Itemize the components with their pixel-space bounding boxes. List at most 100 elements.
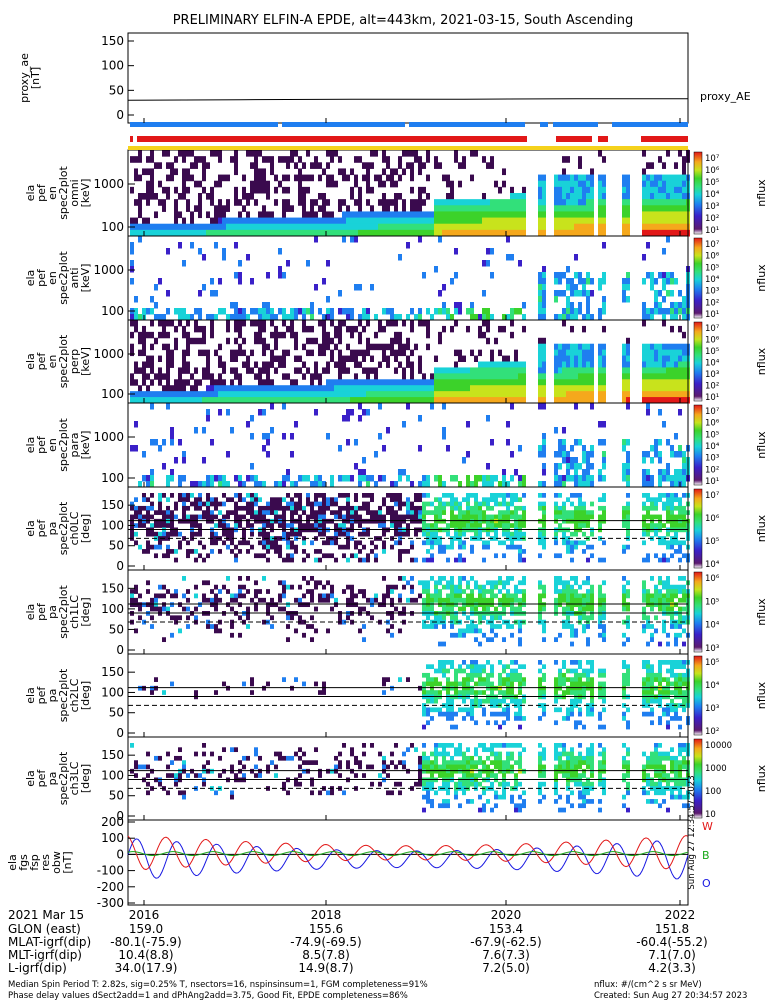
spec-cell bbox=[642, 361, 646, 368]
spec-cell bbox=[270, 427, 274, 434]
pa-cell bbox=[274, 497, 278, 503]
pa-cell bbox=[434, 505, 438, 511]
spec-cell bbox=[598, 421, 602, 428]
pa-cell bbox=[186, 615, 190, 621]
spec-cell bbox=[178, 475, 182, 482]
spec-cell bbox=[566, 205, 570, 212]
spec-cell bbox=[646, 272, 650, 279]
pa-cell bbox=[250, 544, 254, 550]
pa-cell bbox=[582, 531, 586, 537]
spec-cell bbox=[662, 308, 666, 315]
pa-cell bbox=[438, 544, 442, 550]
spec-cell bbox=[578, 349, 582, 357]
pa-cell bbox=[474, 510, 478, 515]
spec-cell bbox=[650, 457, 654, 464]
spec-cell bbox=[582, 451, 586, 458]
spec-cell bbox=[230, 223, 234, 231]
pa-cell bbox=[142, 518, 146, 524]
pa-cell bbox=[446, 606, 450, 612]
pa-cell bbox=[602, 493, 606, 498]
spec-cell bbox=[498, 217, 502, 225]
pa-cell bbox=[454, 557, 458, 563]
pa-cell bbox=[198, 497, 202, 503]
pa-cell bbox=[494, 606, 498, 612]
spec-cell bbox=[458, 349, 462, 357]
pa-cell bbox=[426, 584, 430, 590]
spec-cell bbox=[202, 284, 206, 291]
spec-cell bbox=[582, 211, 586, 219]
pa-cell bbox=[578, 505, 582, 511]
spec-cell bbox=[418, 314, 422, 321]
pa-cell bbox=[466, 580, 470, 586]
spec-cell bbox=[178, 391, 182, 398]
pa-cell bbox=[678, 523, 682, 528]
pa-cell bbox=[626, 531, 630, 537]
pa-cell bbox=[514, 497, 518, 503]
spec-cell bbox=[474, 355, 478, 362]
spec-cell bbox=[642, 254, 646, 261]
spec-cell bbox=[286, 397, 290, 404]
pa-cell bbox=[318, 493, 322, 498]
spec-cell bbox=[538, 367, 542, 374]
spec-cell bbox=[398, 314, 402, 321]
spec-cell bbox=[602, 278, 606, 285]
spec-cell bbox=[502, 385, 506, 392]
pa-cell bbox=[390, 523, 394, 528]
spec-cell bbox=[458, 302, 462, 309]
pa-cell bbox=[318, 510, 322, 515]
spec-cell bbox=[646, 211, 650, 219]
spec-cell bbox=[658, 156, 662, 163]
spec-cell bbox=[642, 481, 646, 488]
spec-cell bbox=[570, 211, 574, 219]
pa-cell bbox=[278, 523, 282, 528]
pa-cell bbox=[162, 553, 166, 559]
spec-cell bbox=[194, 379, 198, 386]
spec-cell bbox=[230, 302, 234, 309]
spec-cell bbox=[374, 481, 378, 488]
pa-cell bbox=[166, 518, 170, 524]
spec-cell bbox=[262, 186, 266, 194]
spec-cell bbox=[258, 223, 262, 231]
pa-cell bbox=[362, 557, 366, 563]
spec-cell bbox=[494, 385, 498, 392]
pa-cell bbox=[194, 557, 198, 563]
spec-cell bbox=[278, 248, 282, 255]
spec-cell bbox=[266, 223, 270, 231]
pa-cell bbox=[642, 584, 646, 590]
spec-cell bbox=[462, 223, 466, 231]
spec-cell bbox=[670, 174, 674, 182]
pa-cell bbox=[426, 549, 430, 554]
spec-cell bbox=[578, 162, 582, 169]
spec-cell bbox=[542, 391, 546, 398]
spec-cell bbox=[454, 199, 458, 206]
pa-cell bbox=[258, 510, 262, 515]
spec-cell bbox=[510, 331, 514, 339]
spec-cell bbox=[654, 379, 658, 386]
spec-cell bbox=[518, 229, 522, 237]
spec-cell bbox=[162, 229, 166, 237]
spec-cell bbox=[174, 168, 178, 176]
spec-cell bbox=[626, 337, 630, 345]
spec-cell bbox=[298, 223, 302, 231]
spec-cell bbox=[158, 355, 162, 362]
spec-cell bbox=[190, 314, 194, 321]
spec-cell bbox=[682, 162, 686, 169]
pa-cell bbox=[146, 544, 150, 550]
pa-cell bbox=[666, 493, 670, 498]
pa-cell bbox=[458, 580, 462, 586]
spec-cell bbox=[210, 217, 214, 225]
pa-cell bbox=[522, 514, 526, 520]
spec-cell bbox=[490, 373, 494, 380]
pa-cell bbox=[358, 606, 362, 612]
spec-cell bbox=[514, 397, 518, 404]
spec-cell bbox=[302, 223, 306, 231]
pa-cell bbox=[250, 690, 254, 695]
spec-cell bbox=[586, 379, 590, 386]
pa-cell bbox=[450, 664, 454, 670]
pa-cell bbox=[194, 549, 198, 554]
spec-cell bbox=[402, 229, 406, 237]
pa-cell bbox=[318, 531, 322, 537]
spec-cell bbox=[282, 433, 286, 440]
spec-cell bbox=[358, 199, 362, 206]
pa-cell bbox=[426, 606, 430, 612]
